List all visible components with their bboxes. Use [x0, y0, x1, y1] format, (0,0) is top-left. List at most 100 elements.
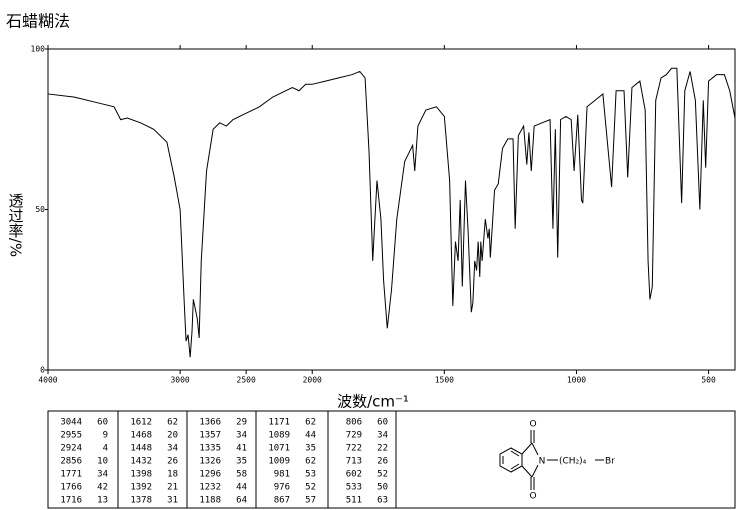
- table-cell: 533: [346, 483, 362, 493]
- table-cell: 26: [377, 457, 388, 467]
- table-cell: 2856: [60, 457, 82, 467]
- table-cell: 1378: [130, 496, 152, 506]
- table-cell: 35: [305, 444, 316, 454]
- table-cell: 42: [97, 483, 108, 493]
- table-cell: 52: [305, 483, 316, 493]
- atom-label: O: [529, 420, 536, 430]
- table-cell: 1335: [199, 444, 221, 454]
- structure: [499, 430, 604, 490]
- table-cell: 1366: [199, 418, 221, 428]
- table-cell: 3044: [60, 418, 82, 428]
- table-cell: 1296: [199, 470, 221, 480]
- table-cell: 981: [274, 470, 290, 480]
- table-dividers: [117, 411, 397, 508]
- table-cell: 1716: [60, 496, 82, 506]
- y-tick-label: 100: [31, 45, 46, 54]
- table-cell: 1448: [130, 444, 152, 454]
- table-cell: 52: [377, 470, 388, 480]
- y-axis-label: 透过率/%: [7, 193, 25, 257]
- table-cell: 1612: [130, 418, 152, 428]
- x-tick-label: 2500: [237, 376, 256, 385]
- y-tick-label: 0: [40, 366, 45, 375]
- table-cell: 1771: [60, 470, 82, 480]
- table-cell: 1432: [130, 457, 152, 467]
- table-cell: 60: [377, 418, 388, 428]
- table-cell: 13: [97, 496, 108, 506]
- atom-label: O: [529, 492, 536, 502]
- table-cell: 64: [236, 496, 247, 506]
- table-cell: 511: [346, 496, 362, 506]
- spectrum-line: [47, 67, 736, 358]
- table-cell: 4: [103, 444, 108, 454]
- table-cell: 34: [97, 470, 108, 480]
- x-tick-label: 1000: [567, 376, 586, 385]
- table-cell: 31: [167, 496, 178, 506]
- table-cell: 22: [377, 444, 388, 454]
- table-cell: 1188: [199, 496, 221, 506]
- table-cell: 1089: [268, 431, 290, 441]
- table-cell: 722: [346, 444, 362, 454]
- table-cell: 1071: [268, 444, 290, 454]
- table-cell: 62: [305, 457, 316, 467]
- table-cell: 1171: [268, 418, 290, 428]
- table-cell: 713: [346, 457, 362, 467]
- table-cell: 29: [236, 418, 247, 428]
- table-cell: 1392: [130, 483, 152, 493]
- table-cell: 10: [97, 457, 108, 467]
- table-cell: 44: [236, 483, 247, 493]
- chart-title: 石蜡糊法: [6, 12, 70, 31]
- x-tick-label: 4000: [38, 376, 57, 385]
- bond: [531, 464, 539, 478]
- table-cell: 1232: [199, 483, 221, 493]
- bond: [521, 465, 533, 478]
- table-cell: 1357: [199, 431, 221, 441]
- table-cell: 20: [167, 431, 178, 441]
- x-axis-label: 波数/cm⁻¹: [337, 393, 409, 411]
- table-cell: 57: [305, 496, 316, 506]
- table-cell: 34: [167, 444, 178, 454]
- atom-label: N: [539, 457, 546, 467]
- table-cell: 1398: [130, 470, 152, 480]
- bond: [521, 442, 533, 455]
- table-cell: 26: [167, 457, 178, 467]
- table-cell: 9: [103, 431, 108, 441]
- table-cell: 63: [377, 496, 388, 506]
- table-cell: 2924: [60, 444, 82, 454]
- table-cell: 21: [167, 483, 178, 493]
- table-cell: 729: [346, 431, 362, 441]
- x-tick-label: 1500: [435, 376, 454, 385]
- bond: [531, 442, 539, 456]
- table-cell: 1326: [199, 457, 221, 467]
- table-cell: 35: [236, 457, 247, 467]
- table-cell: 1468: [130, 431, 152, 441]
- table-cell: 58: [236, 470, 247, 480]
- y-tick-label: 50: [35, 205, 45, 214]
- bond: [510, 450, 520, 457]
- table-cell: 806: [346, 418, 362, 428]
- table-cell: 50: [377, 483, 388, 493]
- table-cell: 976: [274, 483, 290, 493]
- table-cell: 62: [167, 418, 178, 428]
- table-cell: 62: [305, 418, 316, 428]
- table-cell: 18: [167, 470, 178, 480]
- table-cell: 34: [377, 431, 388, 441]
- table-cell: 1009: [268, 457, 290, 467]
- peak-table-frame: [47, 410, 736, 509]
- table-cell: 34: [236, 431, 247, 441]
- table-cell: 867: [274, 496, 290, 506]
- table-cell: 44: [305, 431, 316, 441]
- table-cell: 60: [97, 418, 108, 428]
- chain-label: (CH₂)₄: [559, 457, 587, 467]
- x-tick-label: 2000: [303, 376, 322, 385]
- table-cell: 2955: [60, 431, 82, 441]
- x-tick-label: 3000: [170, 376, 189, 385]
- table-cell: 1766: [60, 483, 82, 493]
- table-cell: 41: [236, 444, 247, 454]
- atom-label: Br: [605, 457, 615, 467]
- bond: [510, 463, 520, 470]
- table-cell: 53: [305, 470, 316, 480]
- table-cell: 602: [346, 470, 362, 480]
- x-tick-label: 500: [701, 376, 716, 385]
